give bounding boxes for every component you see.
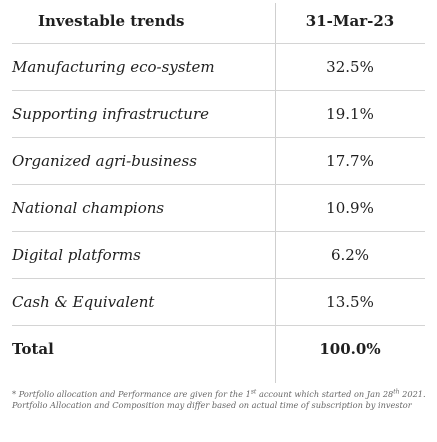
header-date: 31-Mar-23 [305, 12, 395, 30]
row-divider [12, 184, 425, 185]
table-row: Supporting infrastructure 19.1% [12, 91, 425, 138]
row-value: 6.2% [330, 246, 370, 264]
row-value: 17.7% [326, 152, 374, 170]
row-label: Digital platforms [12, 246, 141, 264]
row-value: 19.1% [326, 105, 374, 123]
footnote-text-2: account which started on Jan 28 [256, 389, 394, 399]
footnote: * Portfolio allocation and Performance a… [12, 389, 430, 410]
total-label: Total [12, 340, 54, 358]
row-divider [12, 137, 425, 138]
table-row: Organized agri-business 17.7% [12, 138, 425, 185]
row-label: Cash & Equivalent [12, 293, 155, 311]
column-divider [275, 3, 276, 383]
allocation-table: Investable trends 31-Mar-23 Manufacturin… [12, 0, 425, 383]
row-label: Organized agri-business [12, 152, 197, 170]
row-divider [12, 278, 425, 279]
footnote-text-3: 2021. Portfolio Allocation and Compositi… [12, 389, 426, 410]
row-value: 32.5% [326, 58, 374, 76]
row-divider [12, 325, 425, 326]
header-investable-trends: Investable trends [38, 12, 185, 30]
row-label: Manufacturing eco-system [12, 58, 215, 76]
header-divider [12, 43, 425, 44]
row-label: National champions [12, 199, 165, 217]
table-row-total: Total 100.0% [12, 326, 425, 373]
total-value: 100.0% [319, 340, 381, 358]
table-row: National champions 10.9% [12, 185, 425, 232]
table-row: Manufacturing eco-system 32.5% [12, 44, 425, 91]
row-value: 13.5% [326, 293, 374, 311]
footnote-superscript-2: th [393, 388, 400, 396]
row-value: 10.9% [326, 199, 374, 217]
row-divider [12, 231, 425, 232]
table-row: Cash & Equivalent 13.5% [12, 279, 425, 326]
footnote-superscript-1: st [250, 388, 257, 396]
table-row: Digital platforms 6.2% [12, 232, 425, 279]
row-divider [12, 90, 425, 91]
footnote-text-1: * Portfolio allocation and Performance a… [12, 389, 251, 399]
row-label: Supporting infrastructure [12, 105, 210, 123]
